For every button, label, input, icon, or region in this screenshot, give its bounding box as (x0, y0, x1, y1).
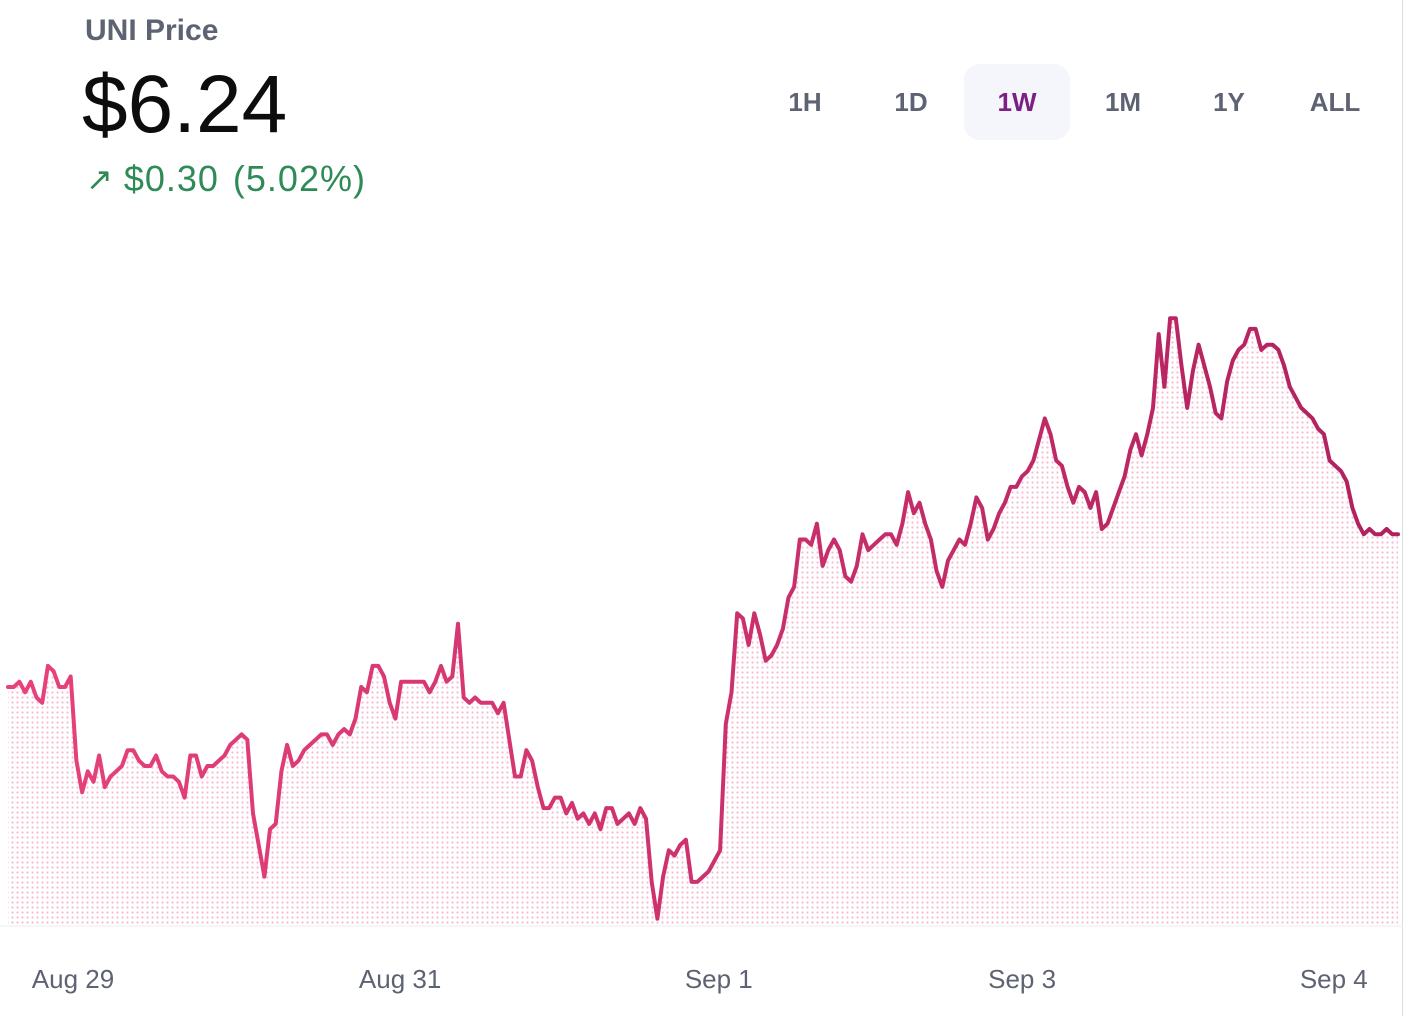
x-tick-label: Aug 29 (32, 964, 114, 994)
x-tick-label: Sep 3 (988, 964, 1056, 994)
range-button-1d[interactable]: 1D (894, 86, 928, 117)
price-area-fill (8, 318, 1398, 926)
range-button-1m[interactable]: 1M (1104, 86, 1142, 117)
price-change-amount: $0.30 (123, 158, 219, 199)
range-button-all[interactable]: ALL (1309, 86, 1361, 117)
x-axis: Aug 29 Aug 31 Sep 1 Sep 3 Sep 4 (32, 964, 1368, 994)
current-price: $6.24 (82, 59, 288, 150)
price-line (6, 316, 1400, 921)
range-button-1y[interactable]: 1Y (1213, 86, 1245, 117)
price-change-percent: (5.02%) (232, 158, 366, 199)
x-tick-label: Sep 1 (685, 964, 753, 994)
x-tick-label: Aug 31 (359, 964, 441, 994)
price-change: ↗ $0.30 (5.02%) (86, 158, 366, 200)
range-button-1w[interactable]: 1W (964, 64, 1070, 140)
range-button-1h[interactable]: 1H (788, 86, 822, 117)
arrow-up-right-icon: ↗ (86, 161, 114, 197)
asset-title: UNI Price (85, 14, 219, 47)
x-tick-label: Sep 4 (1300, 964, 1368, 994)
time-range-selector: 1H 1D 1W 1M 1Y ALL (752, 64, 1388, 140)
